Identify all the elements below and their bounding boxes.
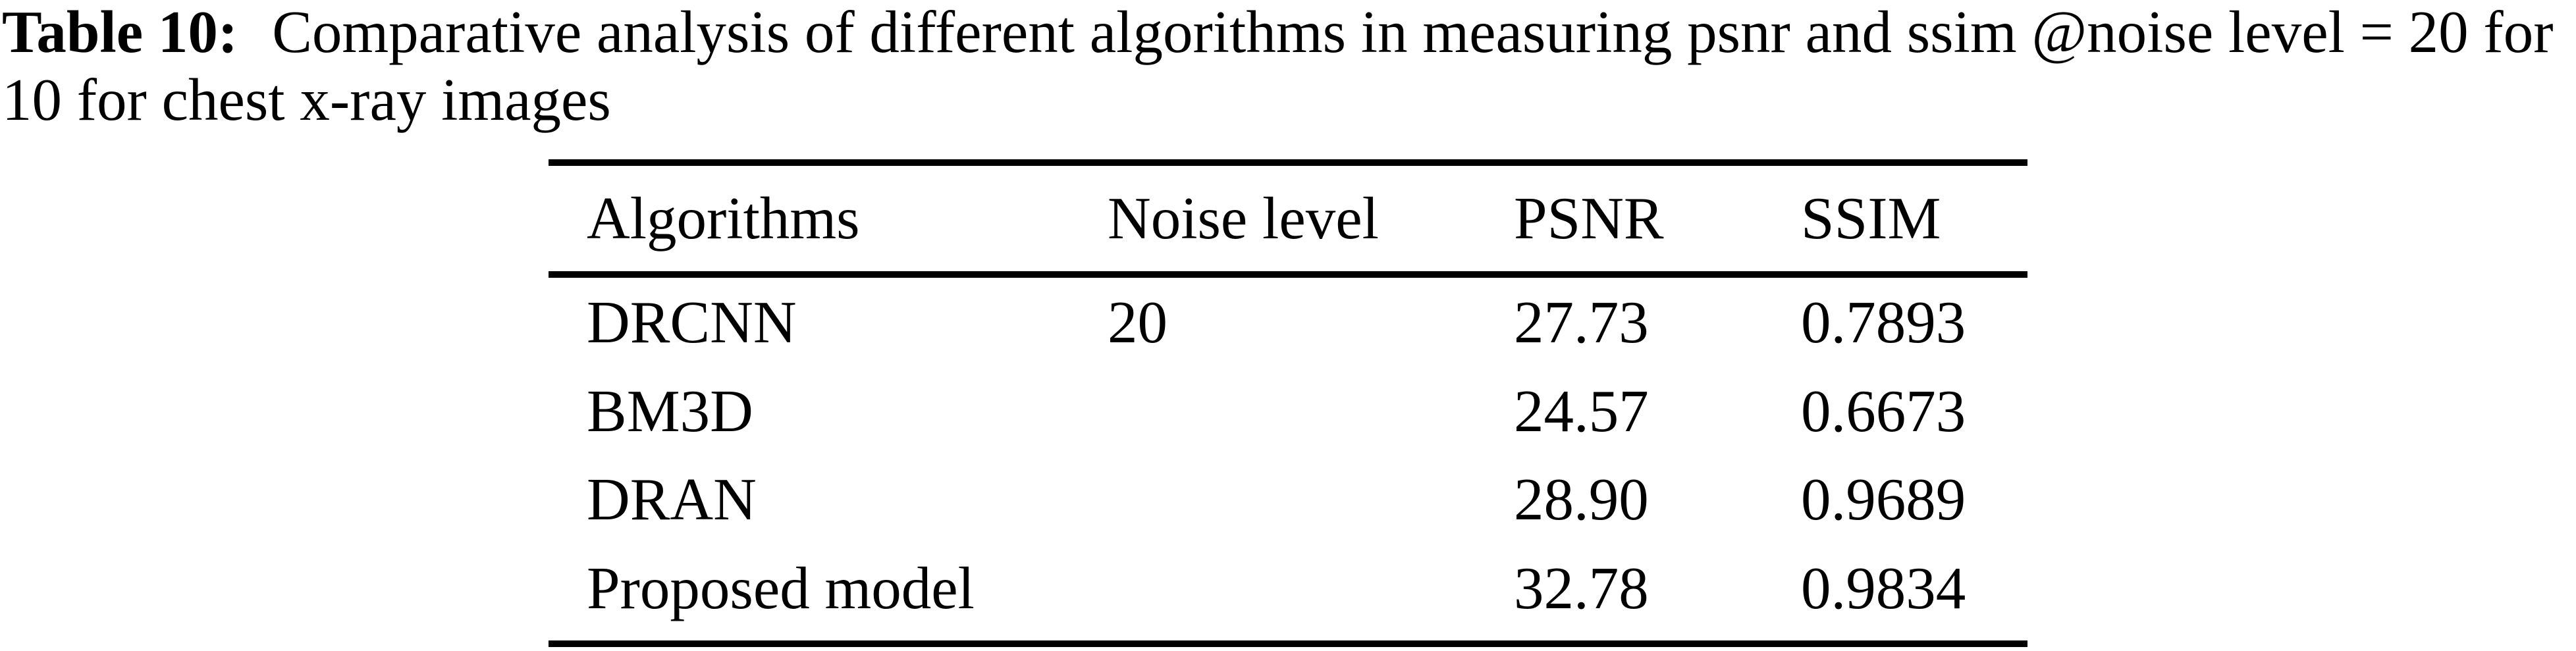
cell-psnr: 32.78 <box>1514 555 1649 621</box>
caption-text: Comparative analysis of different algori… <box>272 0 2554 65</box>
caption-line-1: Table 10: Comparative analysis of differe… <box>2 0 2554 66</box>
cell-ssim: 0.9689 <box>1801 466 1966 533</box>
cell-algorithm: Proposed model <box>587 555 975 621</box>
caption-line-2: 10 for chest x-ray images <box>2 66 611 133</box>
cell-algorithm: DRAN <box>587 466 757 533</box>
header-noise-level: Noise level <box>1108 185 1379 251</box>
caption-label: Table 10: <box>2 0 238 65</box>
table-caption: Table 10: Comparative analysis of differe… <box>2 0 2554 134</box>
cell-noise-level: 20 <box>1108 289 1167 355</box>
table-header-rule <box>549 271 2027 278</box>
cell-psnr: 28.90 <box>1514 466 1649 533</box>
header-psnr: PSNR <box>1514 185 1664 251</box>
table-top-rule <box>549 159 2027 166</box>
cell-psnr: 24.57 <box>1514 378 1649 444</box>
header-algorithms: Algorithms <box>587 185 860 251</box>
cell-ssim: 0.9834 <box>1801 555 1966 621</box>
cell-algorithm: BM3D <box>587 378 753 444</box>
cell-ssim: 0.6673 <box>1801 378 1966 444</box>
header-ssim: SSIM <box>1801 185 1941 251</box>
cell-algorithm: DRCNN <box>587 289 797 355</box>
cell-psnr: 27.73 <box>1514 289 1649 355</box>
cell-ssim: 0.7893 <box>1801 289 1966 355</box>
table-bottom-rule <box>549 640 2027 647</box>
